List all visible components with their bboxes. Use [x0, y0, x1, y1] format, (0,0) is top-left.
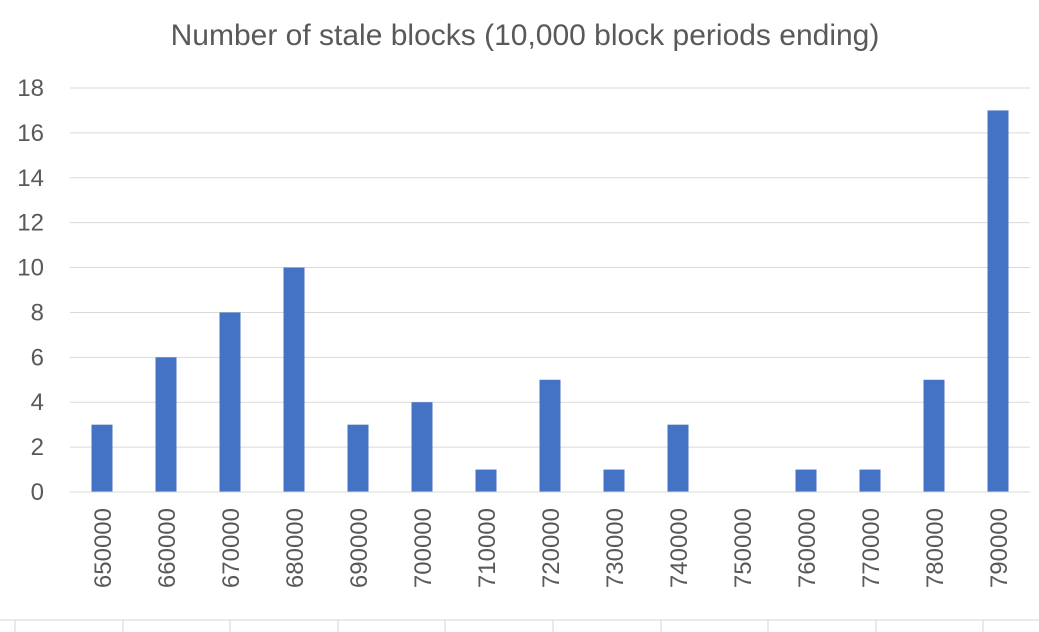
y-axis-ticks: 0 2 4 6 8 10 12 14 16 18 — [17, 75, 44, 506]
x-tick-label: 770000 — [858, 508, 885, 588]
bar-670000 — [219, 312, 241, 492]
y-tick-label: 8 — [31, 299, 44, 326]
x-tick-label: 790000 — [986, 508, 1013, 588]
y-tick-label: 10 — [17, 255, 44, 282]
x-tick-label: 670000 — [218, 508, 245, 588]
y-tick-label: 12 — [17, 210, 44, 237]
y-tick-label: 18 — [17, 75, 44, 102]
bar-690000 — [347, 424, 369, 492]
x-tick-label: 650000 — [90, 508, 117, 588]
bar-700000 — [411, 402, 433, 492]
x-tick-label: 690000 — [346, 508, 373, 588]
y-tick-label: 16 — [17, 120, 44, 147]
bar-720000 — [539, 379, 561, 492]
x-axis-ticks: 650000 660000 670000 680000 690000 700000 7100… — [90, 508, 1013, 588]
y-tick-label: 2 — [31, 434, 44, 461]
y-tick-label: 0 — [31, 479, 44, 506]
x-tick-label: 760000 — [794, 508, 821, 588]
bar-780000 — [923, 379, 945, 492]
y-tick-label: 14 — [17, 165, 44, 192]
bar-740000 — [667, 424, 689, 492]
y-tick-label: 4 — [31, 389, 44, 416]
x-tick-label: 780000 — [922, 508, 949, 588]
x-tick-label: 700000 — [410, 508, 437, 588]
chart-title: Number of stale blocks (10,000 block per… — [171, 19, 880, 52]
bar-730000 — [603, 469, 625, 492]
bar-650000 — [91, 424, 113, 492]
bar-710000 — [475, 469, 497, 492]
x-tick-label: 710000 — [474, 508, 501, 588]
bars — [91, 110, 1009, 492]
x-tick-label: 750000 — [730, 508, 757, 588]
bar-770000 — [859, 469, 881, 492]
bar-790000 — [987, 110, 1009, 492]
bar-760000 — [795, 469, 817, 492]
x-tick-label: 740000 — [666, 508, 693, 588]
x-tick-label: 660000 — [154, 508, 181, 588]
y-tick-label: 6 — [31, 344, 44, 371]
bar-680000 — [283, 267, 305, 492]
spreadsheet-grid-lines — [0, 619, 1039, 632]
x-tick-label: 720000 — [538, 508, 565, 588]
x-tick-label: 730000 — [602, 508, 629, 588]
bar-660000 — [155, 357, 177, 492]
x-tick-label: 680000 — [282, 508, 309, 588]
